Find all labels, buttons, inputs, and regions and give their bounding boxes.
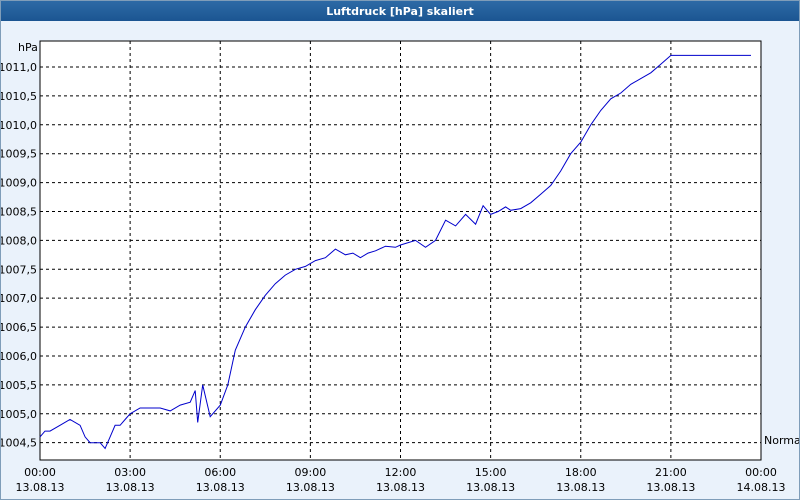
y-tick-label: 1011,0 [1, 61, 37, 74]
x-tick-time-label: 06:00 [204, 466, 236, 479]
x-tick-time-label: 09:00 [295, 466, 327, 479]
y-tick-labels: 1004,5 1005,0 1005,5 1006,0 1006,5 1007,0 1007… [1, 61, 37, 450]
y-tick-label: 1006,5 [1, 321, 37, 334]
y-tick-label: 1007,5 [1, 263, 37, 276]
y-tick-label: 1006,0 [1, 350, 37, 363]
x-tick-date-label: 14.08.13 [737, 481, 786, 494]
x-tick-time-label: 03:00 [114, 466, 146, 479]
x-tick-time-label: 00:00 [745, 466, 777, 479]
y-tick-label: 1009,5 [1, 148, 37, 161]
y-tick-label: 1004,5 [1, 437, 37, 450]
y-axis-label: hPa [18, 41, 38, 54]
x-tick-labels: 00:00 13.08.13 03:00 13.08.13 06:00 13.08.13 0… [16, 466, 786, 494]
x-tick-date-label: 13.08.13 [556, 481, 605, 494]
x-tick-date-label: 13.08.13 [646, 481, 695, 494]
normal-reference-label: Normal [764, 434, 799, 447]
y-tick-label: 1005,5 [1, 379, 37, 392]
grid-lines [39, 41, 762, 460]
y-tick-label: 1010,0 [1, 119, 37, 132]
x-tick-time-label: 00:00 [24, 466, 56, 479]
x-tick-time-label: 15:00 [475, 466, 507, 479]
pressure-series-line [39, 54, 751, 450]
x-tick-date-label: 13.08.13 [16, 481, 65, 494]
x-tick-time-label: 12:00 [385, 466, 417, 479]
window-title: Luftdruck [hPa] skaliert [1, 1, 799, 21]
x-tick-date-label: 13.08.13 [466, 481, 515, 494]
y-tick-label: 1007,0 [1, 292, 37, 305]
y-tick-label: 1008,0 [1, 234, 37, 247]
x-tick-date-label: 13.08.13 [196, 481, 245, 494]
y-tick-label: 1008,5 [1, 205, 37, 218]
x-tick-time-label: 21:00 [655, 466, 687, 479]
y-tick-label: 1009,0 [1, 177, 37, 190]
x-tick-date-label: 13.08.13 [286, 481, 335, 494]
pressure-chart: hPa 1004,5 1005,0 1005,5 1006,0 1006,5 1007,0… [1, 40, 799, 494]
x-tick-date-label: 13.08.13 [106, 481, 155, 494]
y-tick-label: 1005,0 [1, 408, 37, 421]
x-tick-date-label: 13.08.13 [376, 481, 425, 494]
x-tick-time-label: 18:00 [565, 466, 597, 479]
y-tick-label: 1010,5 [1, 90, 37, 103]
